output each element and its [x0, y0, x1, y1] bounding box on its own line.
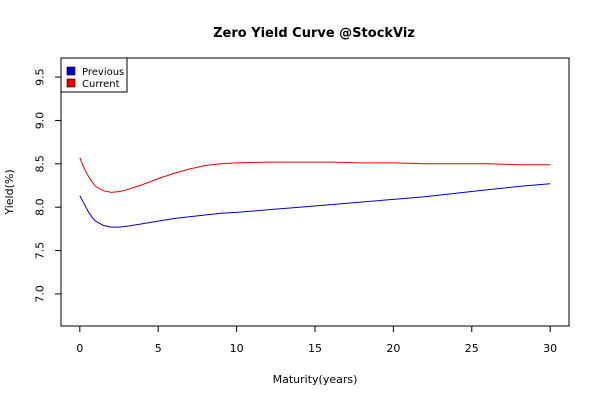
- series-lines: [79, 157, 551, 228]
- y-tick-label: 7.5: [34, 242, 47, 260]
- x-tick-label: 15: [308, 342, 322, 355]
- x-tick-label: 25: [465, 342, 479, 355]
- x-tick-label: 5: [155, 342, 162, 355]
- y-tick-label: 9.0: [34, 112, 47, 129]
- y-tick-label: 8.5: [34, 155, 47, 173]
- x-tick-label: 20: [386, 342, 400, 355]
- legend-swatch-previous: [66, 66, 76, 76]
- series-line-previous: [79, 183, 551, 228]
- y-tick-label: 8.0: [34, 198, 47, 216]
- plot-frame: [60, 57, 570, 327]
- x-axis-label: Maturity(years): [273, 373, 358, 386]
- y-axis-label: Yield(%): [3, 169, 16, 215]
- x-tick-label: 30: [543, 342, 557, 355]
- x-tick-label: 10: [230, 342, 244, 355]
- y-axis: 7.0 7.5 8.0 8.5 9.0 9.5: [34, 68, 61, 303]
- y-tick-label: 9.5: [34, 68, 47, 86]
- chart-title: Zero Yield Curve @StockViz: [213, 26, 415, 41]
- series-line-current: [79, 157, 551, 193]
- legend-label-previous: Previous: [82, 67, 124, 78]
- x-axis: 0 5 10 15 20 25 30: [76, 326, 557, 355]
- legend-swatch-current: [66, 78, 76, 88]
- y-tick-label: 7.0: [34, 285, 47, 303]
- legend-label-current: Current: [82, 79, 120, 90]
- x-tick-label: 0: [76, 342, 83, 355]
